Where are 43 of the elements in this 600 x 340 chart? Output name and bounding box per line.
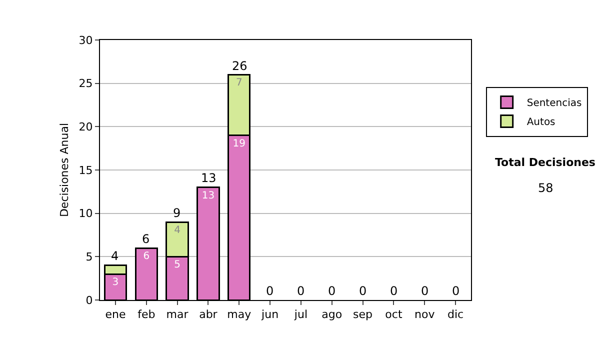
y-tick-label: 5 <box>86 250 93 264</box>
y-tick-label: 15 <box>78 164 93 177</box>
total-label: 0 <box>328 284 336 298</box>
x-tick-label: jun <box>260 308 279 322</box>
data-label: 4 <box>174 225 180 236</box>
text: Total Decisiones <box>495 156 596 169</box>
data-label: 19 <box>232 138 246 150</box>
total-label: 0 <box>452 284 460 298</box>
x-tick-label: nov <box>414 308 436 322</box>
x-tick-label: jul <box>293 308 308 322</box>
legend-label: Autos <box>526 117 556 128</box>
y-tick-label: 25 <box>78 77 93 90</box>
data-label: 5 <box>174 260 180 271</box>
x-tick-label: oct <box>385 308 403 322</box>
data-label: 3 <box>112 277 119 288</box>
x-tick-label: ene <box>105 308 126 322</box>
total-label: 13 <box>201 171 216 185</box>
total-label: 0 <box>390 284 398 298</box>
data-label: 6 <box>143 251 150 262</box>
total-label: 26 <box>232 59 248 73</box>
x-tick-label: dic <box>447 308 464 322</box>
x-tick-label: feb <box>138 308 156 322</box>
text: 58 <box>538 181 554 195</box>
x-tick-label: mar <box>166 308 189 322</box>
total-label: 6 <box>142 232 150 246</box>
x-tick-label: may <box>227 308 252 322</box>
y-tick-label: 10 <box>78 207 93 220</box>
total-label: 4 <box>111 249 119 263</box>
total-label: 9 <box>173 206 181 220</box>
x-tick-label: abr <box>199 308 218 322</box>
legend-label: Sentencias <box>526 98 582 110</box>
x-tick-label: sep <box>353 308 373 322</box>
total-label: 0 <box>359 284 367 298</box>
total-label: 0 <box>297 284 305 298</box>
y-tick-label: 30 <box>78 34 93 47</box>
total-label: 0 <box>266 284 274 298</box>
y-axis-title: Decisiones Anual <box>58 122 71 218</box>
x-tick-label: ago <box>322 308 342 322</box>
y-tick-label: 20 <box>78 120 93 134</box>
data-label: 13 <box>202 190 215 202</box>
total-label: 0 <box>421 284 429 298</box>
y-tick-label: 0 <box>86 294 93 307</box>
data-label: 7 <box>236 78 242 89</box>
